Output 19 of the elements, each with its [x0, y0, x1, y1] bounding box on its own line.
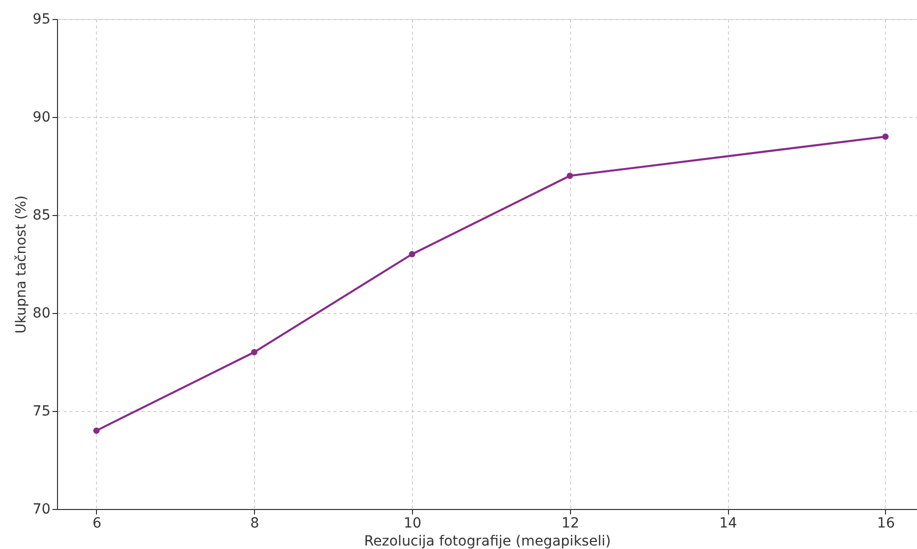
y-tick-label: 90 — [32, 110, 50, 126]
point — [408, 251, 416, 258]
x-tick-label: 16 — [877, 516, 895, 532]
x-tick-label: 6 — [92, 516, 102, 532]
y-tick-label: 75 — [32, 404, 50, 420]
point — [566, 172, 574, 179]
y-tick-label: 95 — [32, 12, 50, 28]
x-tick-label: 12 — [561, 516, 580, 532]
x-tick-label: 10 — [404, 516, 422, 532]
y-tick-label: 70 — [32, 502, 50, 518]
point — [93, 427, 100, 434]
y-axis-title: Ukupna tačnost (%) — [14, 195, 30, 334]
x-axis-title: Rezolucija fotografije (megapikseli) — [364, 534, 611, 549]
y-tick-label: 80 — [32, 306, 50, 322]
point — [882, 133, 889, 140]
point — [251, 349, 258, 356]
x-tick-label: 8 — [250, 516, 260, 532]
y-tick-label: 85 — [32, 208, 50, 224]
x-tick-label: 14 — [719, 516, 738, 532]
